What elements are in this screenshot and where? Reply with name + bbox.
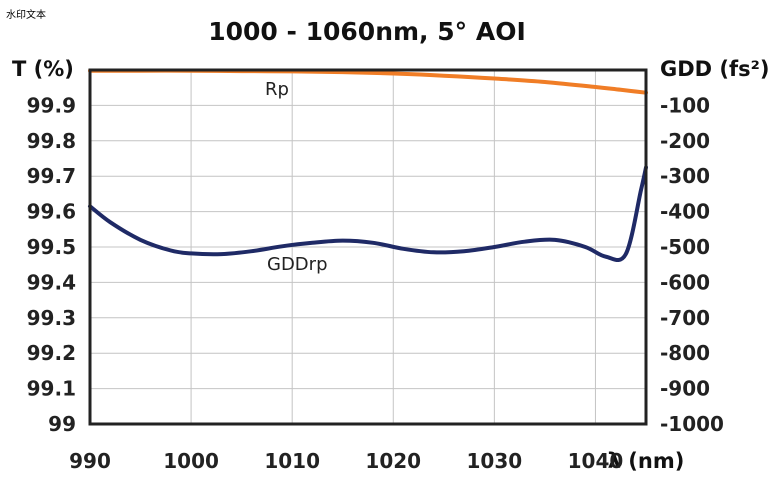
y-axis-right-title: GDD (fs²) — [660, 57, 769, 81]
x-tick-label: 1010 — [264, 449, 320, 473]
y-left-tick-label: 99.7 — [27, 164, 76, 188]
x-tick-label: 990 — [69, 449, 111, 473]
x-tick-label: 1030 — [467, 449, 523, 473]
series-line-rp — [88, 68, 648, 95]
y-left-tick-label: 99.2 — [27, 341, 76, 365]
y-right-tick-label: -700 — [660, 306, 710, 330]
y-left-tick-label: 99 — [48, 412, 76, 436]
y-right-tick-label: -400 — [660, 200, 710, 224]
y-left-tick-label: 99.1 — [27, 377, 76, 401]
y-left-tick-label: 99.9 — [27, 93, 76, 117]
y-left-tick-label: 99.3 — [27, 306, 76, 330]
y-left-tick-label: 99.8 — [27, 129, 76, 153]
x-tick-label: 1040 — [568, 449, 624, 473]
y-right-tick-label: -200 — [660, 129, 710, 153]
y-right-tick-label: -1000 — [660, 412, 724, 436]
series-label-gddrp: GDDrp — [267, 254, 328, 275]
y-right-tick-label: -600 — [660, 270, 710, 294]
series-line-gddrp — [88, 165, 648, 263]
y-right-tick-label: -100 — [660, 93, 710, 117]
chart-title: 1000 - 1060nm, 5° AOI — [208, 17, 526, 46]
y-right-tick-label: -900 — [660, 377, 710, 401]
y-right-tick-label: -300 — [660, 164, 710, 188]
y-left-tick-label: 99.5 — [27, 235, 76, 259]
y-axis-left-title: T (%) — [12, 57, 74, 81]
x-tick-label: 1000 — [163, 449, 219, 473]
grid-lines — [90, 70, 646, 424]
watermark-text: 水印文本 — [6, 10, 46, 21]
y-left-tick-label: 99.6 — [27, 200, 76, 224]
series-label-rp: Rp — [265, 79, 289, 100]
series-lines — [88, 68, 648, 263]
y-left-tick-label: 99.4 — [27, 270, 76, 294]
tick-labels: 99 99.1 99.2 99.3 99.4 99.5 99.6 99.7 99.8 99.9 -1… — [27, 93, 724, 473]
x-axis-title: λ (nm) — [608, 449, 685, 473]
y-right-tick-label: -500 — [660, 235, 710, 259]
plot-frame — [88, 68, 648, 426]
y-right-tick-label: -800 — [660, 341, 710, 365]
x-tick-label: 1020 — [365, 449, 421, 473]
